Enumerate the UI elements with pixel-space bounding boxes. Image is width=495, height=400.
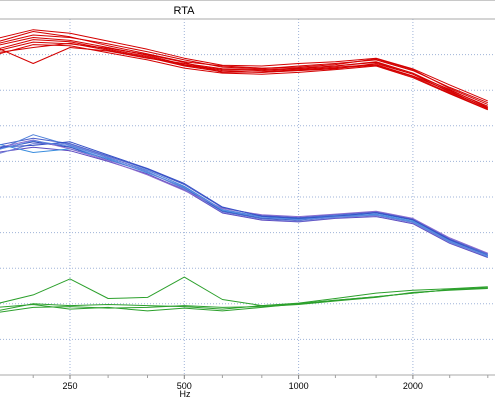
series-line-red-8 [0,42,488,110]
x-tick-label: 250 [62,381,77,391]
x-tick-label: 500 [177,381,192,391]
x-axis-ticks: 250 500 1000 2000 [32,375,489,391]
series-line-blue-17 [0,140,488,257]
series-line-blue-16 [0,141,488,256]
series-line-red-3 [0,29,488,102]
x-axis-label: Hz [180,389,191,399]
x-tick-label: 1000 [289,381,309,391]
chart-title: RTA [174,5,196,17]
series-line-red-7 [0,37,489,108]
series-lines [0,29,489,313]
series-line-blue-11 [0,146,488,258]
series-line-red-6 [0,31,488,105]
series-line-red-2 [0,44,488,111]
series-line-green-21 [0,288,488,313]
series-line-red-4 [0,47,488,107]
series-line-blue-14 [0,143,488,257]
x-tick-label: 2000 [403,381,423,391]
gridlines [0,19,495,375]
